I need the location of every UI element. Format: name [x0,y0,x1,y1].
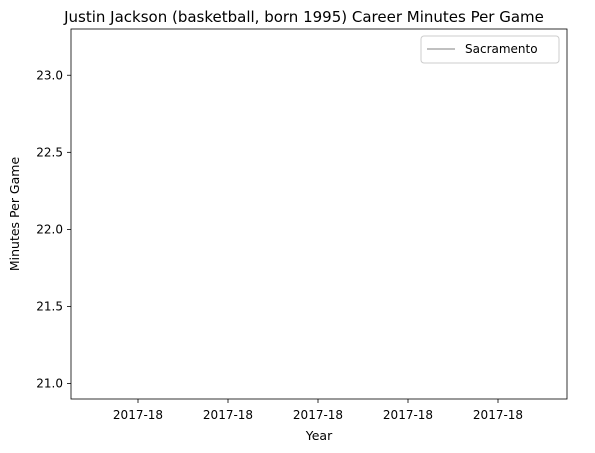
x-tick-label: 2017-18 [473,408,523,422]
x-tick-label: 2017-18 [203,408,253,422]
x-tick-label: 2017-18 [293,408,343,422]
chart-title: Justin Jackson (basketball, born 1995) C… [63,8,544,26]
x-tick-label: 2017-18 [113,408,163,422]
x-tick-label: 2017-18 [383,408,433,422]
y-tick-label: 22.0 [36,222,63,236]
y-tick-label: 21.5 [36,300,63,314]
legend: Sacramento [420,35,560,64]
plot-area [70,28,568,400]
y-axis: 21.0 21.5 22.0 22.5 23.0 [36,68,71,391]
y-tick-label: 21.0 [36,377,63,391]
y-tick-label: 23.0 [36,68,63,82]
x-axis: 2017-18 2017-18 2017-18 2017-18 2017-18 [113,399,523,422]
x-axis-label: Year [305,428,333,443]
legend-label-sacramento: Sacramento [465,42,538,56]
y-tick-label: 22.5 [36,145,63,159]
legend-box [420,35,560,64]
y-axis-label: Minutes Per Game [7,157,22,272]
